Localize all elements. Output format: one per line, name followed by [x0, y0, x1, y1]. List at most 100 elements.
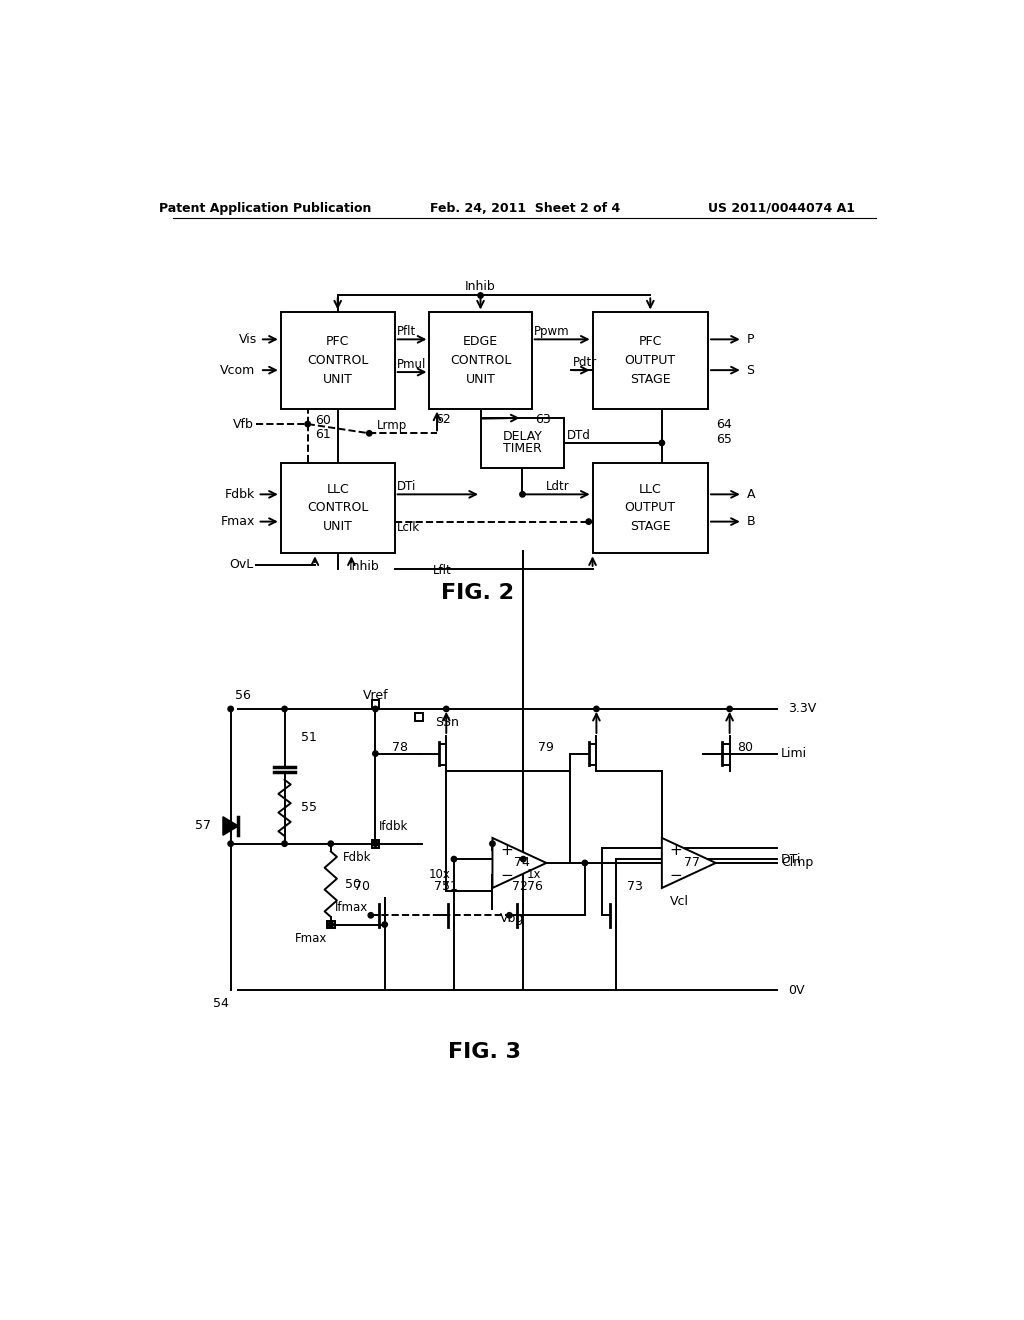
Text: 78: 78: [392, 741, 408, 754]
Circle shape: [228, 706, 233, 711]
Bar: [372, 840, 379, 847]
Text: Pmul: Pmul: [397, 358, 426, 371]
Text: 79: 79: [539, 741, 554, 754]
Circle shape: [583, 861, 588, 866]
Circle shape: [659, 441, 665, 446]
Bar: [416, 713, 423, 721]
Text: 3.3V: 3.3V: [788, 702, 816, 715]
Text: Ldtr: Ldtr: [546, 480, 569, 494]
Circle shape: [373, 706, 378, 711]
Text: 64: 64: [716, 417, 731, 430]
Text: 60: 60: [315, 414, 331, 428]
Text: B: B: [746, 515, 755, 528]
Circle shape: [594, 706, 599, 711]
Text: OUTPUT: OUTPUT: [625, 354, 676, 367]
Circle shape: [282, 706, 288, 711]
Bar: [593, 462, 708, 553]
Bar: [593, 313, 708, 409]
Circle shape: [478, 293, 483, 298]
Circle shape: [282, 841, 288, 846]
Text: 0V: 0V: [788, 983, 805, 997]
Text: A: A: [746, 488, 755, 500]
Text: DELAY: DELAY: [503, 430, 543, 444]
Text: 51: 51: [301, 731, 317, 744]
Text: P: P: [746, 333, 754, 346]
Text: 65: 65: [716, 433, 731, 446]
Text: DTi: DTi: [781, 853, 802, 866]
Text: OvL: OvL: [229, 558, 254, 572]
Circle shape: [727, 706, 732, 711]
Text: OUTPUT: OUTPUT: [625, 502, 676, 515]
Text: STAGE: STAGE: [630, 520, 671, 533]
Text: UNIT: UNIT: [323, 374, 352, 387]
Text: PFC: PFC: [326, 335, 349, 347]
Text: 71: 71: [442, 879, 459, 892]
Text: 73: 73: [628, 879, 643, 892]
Circle shape: [328, 841, 334, 846]
Text: Vfb: Vfb: [232, 417, 254, 430]
Text: 55: 55: [301, 801, 317, 814]
Bar: [372, 701, 379, 708]
Text: EDGE: EDGE: [463, 335, 498, 347]
Text: Lrmp: Lrmp: [377, 418, 408, 432]
Text: Patent Application Publication: Patent Application Publication: [159, 202, 372, 215]
Circle shape: [586, 519, 592, 524]
Text: −: −: [500, 869, 513, 883]
Circle shape: [368, 912, 374, 917]
Text: Fmax: Fmax: [221, 515, 255, 528]
Text: Lclk: Lclk: [397, 521, 420, 535]
Bar: [327, 921, 335, 928]
Text: TIMER: TIMER: [503, 442, 542, 455]
Text: 62: 62: [435, 413, 452, 426]
Text: UNIT: UNIT: [323, 520, 352, 533]
Bar: [281, 313, 394, 409]
Circle shape: [382, 921, 387, 927]
Bar: [429, 313, 531, 409]
Text: 74: 74: [514, 857, 530, 870]
Text: 10x: 10x: [428, 869, 451, 880]
Circle shape: [328, 921, 334, 927]
Text: Ifmax: Ifmax: [335, 902, 368, 915]
Text: Feb. 24, 2011  Sheet 2 of 4: Feb. 24, 2011 Sheet 2 of 4: [430, 202, 620, 215]
Text: 72: 72: [512, 879, 527, 892]
Text: Ifdbk: Ifdbk: [379, 820, 409, 833]
Text: +: +: [670, 843, 682, 858]
Polygon shape: [493, 838, 547, 888]
Bar: [481, 418, 564, 469]
Circle shape: [520, 491, 525, 498]
Circle shape: [367, 430, 372, 436]
Text: Inhib: Inhib: [349, 560, 380, 573]
Text: Clmp: Clmp: [781, 857, 813, 870]
Circle shape: [443, 706, 449, 711]
Text: 70: 70: [354, 879, 370, 892]
Text: Inhib: Inhib: [465, 280, 496, 293]
Text: CONTROL: CONTROL: [307, 502, 369, 515]
Text: S: S: [746, 363, 755, 376]
Text: UNIT: UNIT: [466, 374, 496, 387]
Text: US 2011/0044074 A1: US 2011/0044074 A1: [708, 202, 855, 215]
Text: FIG. 2: FIG. 2: [440, 583, 514, 603]
Text: LLC: LLC: [327, 483, 349, 496]
Text: DTd: DTd: [566, 429, 590, 442]
Text: Pdtr: Pdtr: [573, 356, 598, 370]
Text: 77: 77: [683, 857, 699, 870]
Text: PFC: PFC: [639, 335, 662, 347]
Text: 75: 75: [434, 879, 451, 892]
Text: STAGE: STAGE: [630, 374, 671, 387]
Circle shape: [373, 751, 378, 756]
Circle shape: [489, 841, 496, 846]
Text: 57: 57: [196, 820, 211, 833]
Text: Vref: Vref: [362, 689, 388, 702]
Text: 61: 61: [315, 428, 331, 441]
Text: Limi: Limi: [781, 747, 807, 760]
Text: 63: 63: [536, 413, 551, 426]
Text: 54: 54: [213, 998, 229, 1010]
Text: Vcom: Vcom: [220, 363, 255, 376]
Text: 76: 76: [527, 879, 543, 892]
Text: −: −: [670, 869, 682, 883]
Text: Vbg: Vbg: [500, 912, 524, 925]
Text: Fdbk: Fdbk: [225, 488, 255, 500]
Text: +: +: [500, 843, 513, 858]
Circle shape: [452, 857, 457, 862]
Circle shape: [228, 841, 233, 846]
